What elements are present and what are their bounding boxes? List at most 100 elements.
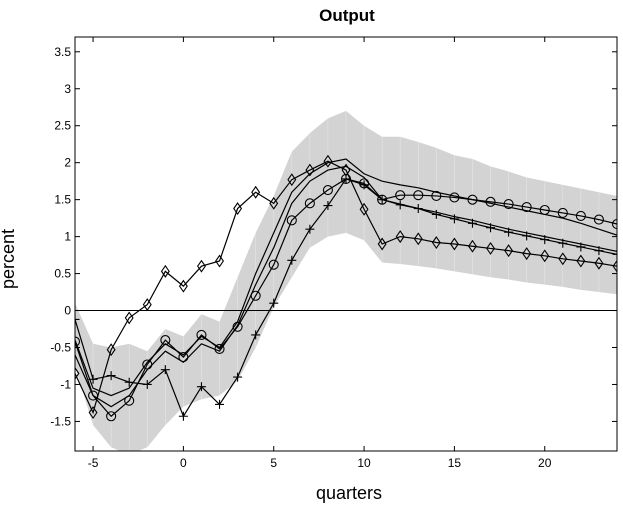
series-3-point	[575, 210, 586, 221]
series-3-point	[232, 321, 243, 332]
series-4-point	[106, 371, 116, 381]
y-axis: -1.5 -1 -0.5 0 0.5 1 1.5 2 2.5 3 3.5	[50, 45, 617, 428]
series-3-point	[395, 190, 406, 201]
series-5-point	[196, 259, 206, 273]
series-4-point	[88, 374, 98, 384]
chart-title: Output	[319, 6, 375, 25]
x-tick-label: 20	[538, 456, 552, 470]
x-tick-label: -5	[88, 456, 99, 470]
series-3-point	[214, 343, 225, 355]
series-4-point	[233, 372, 243, 382]
confidence-band	[75, 110, 617, 451]
series-5-point	[449, 237, 459, 251]
series-4-point	[576, 242, 586, 252]
series-5-point	[160, 264, 170, 278]
series-5-point	[486, 241, 496, 255]
plot-area	[74, 36, 618, 452]
y-tick-label: 1	[64, 230, 71, 244]
series-5-point	[215, 254, 225, 268]
series-4-point	[449, 214, 459, 224]
y-tick-label: 2.5	[54, 119, 71, 133]
y-tick-label: 0.5	[54, 267, 71, 281]
x-tick-label: 5	[270, 456, 277, 470]
series-3-point	[196, 329, 207, 340]
series-4-point	[75, 314, 80, 324]
series-line-5	[75, 160, 617, 415]
series-line-1	[75, 158, 617, 397]
y-tick-label: 1.5	[54, 193, 71, 207]
series-5-point	[341, 163, 351, 177]
series-4-point	[251, 330, 261, 340]
series-4-point	[377, 195, 387, 205]
plot-frame	[74, 36, 618, 452]
series-3-point	[467, 194, 478, 205]
series-4-point	[124, 377, 134, 387]
series-3-point	[286, 215, 297, 226]
x-tick-label: 15	[448, 456, 462, 470]
y-tick-label: -1	[60, 377, 71, 391]
series-4-point	[215, 399, 225, 409]
y-tick-label: 3.5	[54, 45, 71, 59]
series-3-point	[322, 184, 333, 196]
plot-inner	[75, 110, 617, 451]
series-4-point	[594, 246, 604, 256]
series-3-point	[304, 198, 315, 209]
series-3-point	[611, 218, 617, 230]
x-axis: -5 0 5 10 15 20	[88, 37, 552, 470]
y-tick-label: -1.5	[50, 414, 71, 428]
series-4-point	[142, 379, 152, 389]
series-3-point	[503, 199, 514, 210]
series-5-point	[576, 254, 586, 268]
series-5-point	[377, 237, 387, 251]
series-3-point	[521, 201, 532, 213]
series-4-point	[178, 411, 188, 421]
series-5-point	[323, 154, 333, 168]
series-3-point	[178, 352, 189, 363]
series-3-point	[250, 290, 261, 301]
series-5-point	[359, 202, 369, 216]
x-tick-label: 0	[180, 456, 187, 470]
series-5-point	[75, 366, 80, 380]
x-axis-label: quarters	[316, 483, 382, 503]
series-5-point	[269, 196, 279, 210]
series-5-point	[504, 244, 514, 258]
series-5-point	[395, 230, 405, 244]
series-4-point	[359, 180, 369, 190]
series-5-point	[88, 406, 98, 420]
series-4-point	[413, 204, 423, 214]
series-3-point	[160, 335, 171, 346]
series-5-point	[612, 259, 617, 273]
y-tick-label: 3	[64, 82, 71, 96]
series-5-point	[413, 232, 423, 246]
series-4-point	[540, 235, 550, 245]
series-4-point	[431, 209, 441, 219]
series-4-point	[305, 224, 315, 234]
series-5-point	[558, 252, 568, 266]
series-5-point	[106, 343, 116, 357]
series-4-point	[558, 238, 568, 248]
series-4-point	[395, 200, 405, 210]
y-tick-label: 2	[64, 156, 71, 170]
series-4-point	[269, 298, 279, 308]
series-3-point	[449, 192, 460, 203]
series-5-point	[142, 298, 152, 312]
series-4-point	[323, 201, 333, 211]
y-tick-label: -0.5	[50, 341, 71, 355]
series-3-point	[268, 259, 279, 270]
series-3-point	[142, 359, 153, 370]
series-3-point	[106, 411, 117, 422]
series-5-point	[594, 256, 604, 270]
series-5-point	[124, 311, 134, 325]
series-5-point	[467, 239, 477, 253]
series-4-point	[467, 218, 477, 228]
series-3-point	[75, 336, 81, 347]
y-axis-label: percent	[0, 229, 18, 289]
series-5-point	[305, 163, 315, 177]
series-4-point	[486, 223, 496, 233]
series-3-point	[485, 196, 496, 207]
series-3-point	[413, 190, 424, 201]
series-4-point	[196, 382, 206, 392]
x-tick-label: 10	[357, 456, 371, 470]
series-5-point	[251, 185, 261, 199]
